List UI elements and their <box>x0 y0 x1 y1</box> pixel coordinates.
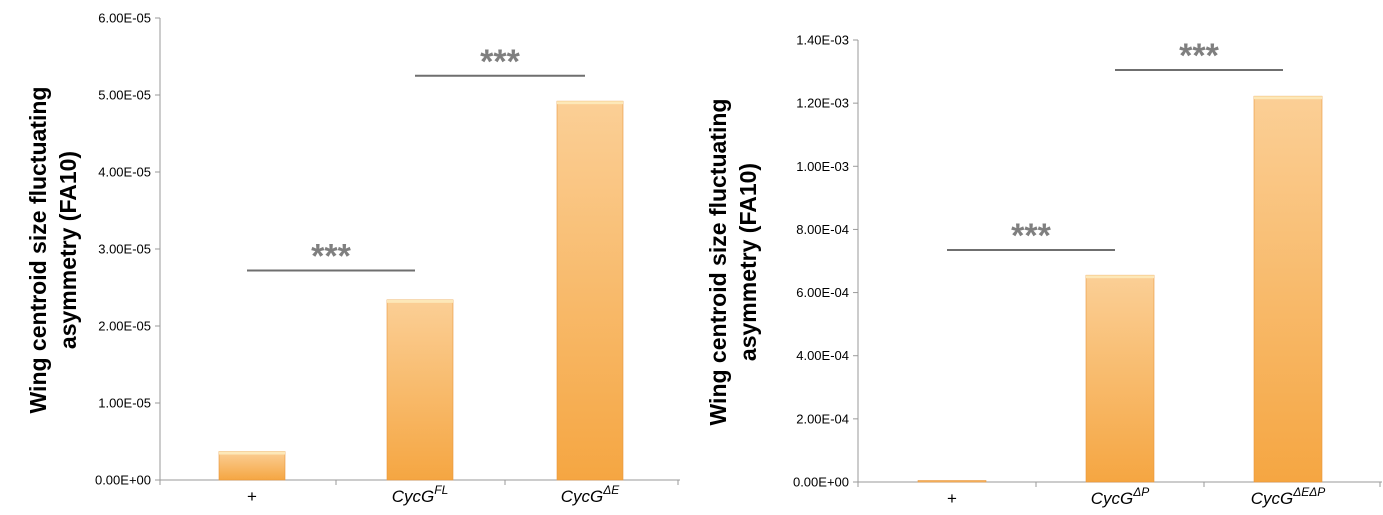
chart-panel-left: 0.00E+00 1.00E-05 2.00E-05 3.00E-05 4.00E-05… <box>0 0 690 515</box>
y-axis-title: Wing centroid size fluctuating <box>25 87 51 414</box>
y-axis-title: asymmetry (FA10) <box>55 151 81 349</box>
y-tick-label: 3.00E-05 <box>98 242 151 257</box>
bar-top-highlight <box>387 299 453 303</box>
bar-top-highlight <box>1254 96 1322 100</box>
y-tick-label: 1.20E-03 <box>796 96 849 111</box>
y-tick-label: 0.00E+00 <box>95 473 151 488</box>
y-tick-label: 2.00E-05 <box>98 319 151 334</box>
bar <box>1253 95 1323 483</box>
significance-label: *** <box>311 238 351 276</box>
x-category-label: + <box>947 489 957 508</box>
x-category-label: + <box>247 487 257 506</box>
bar <box>917 480 987 483</box>
bar <box>386 299 454 481</box>
x-category-label: CycGFL <box>392 483 449 506</box>
bar <box>218 451 286 481</box>
bar-rect <box>1253 95 1323 483</box>
x-category-label: CycGΔE <box>561 483 621 506</box>
y-tick-label: 8.00E-04 <box>796 222 849 237</box>
chart-panel-right: 0.00E+00 2.00E-04 4.00E-04 6.00E-04 8.00E-04… <box>692 0 1382 515</box>
y-tick-label: 4.00E-04 <box>796 348 849 363</box>
chart-right: 0.00E+00 2.00E-04 4.00E-04 6.00E-04 8.00E-04… <box>705 33 1382 508</box>
y-tick-label: 1.00E-03 <box>796 159 849 174</box>
x-category-label: CycGΔEΔP <box>1251 485 1326 508</box>
y-axis-title: Wing centroid size fluctuating <box>705 99 731 426</box>
significance-label: *** <box>1011 217 1051 255</box>
bar-rect <box>1085 274 1155 483</box>
bar-top-highlight <box>557 101 623 105</box>
y-tick-label: 6.00E-05 <box>98 11 151 26</box>
y-tick-label: 1.40E-03 <box>796 33 849 48</box>
bar-rect <box>386 299 454 481</box>
bar <box>556 100 624 481</box>
y-tick-label: 0.00E+00 <box>793 475 849 490</box>
y-tick-label: 2.00E-04 <box>796 411 849 426</box>
y-axis-title: asymmetry (FA10) <box>735 163 761 361</box>
x-category-label: CycGΔP <box>1091 485 1150 508</box>
chart-left: 0.00E+00 1.00E-05 2.00E-05 3.00E-05 4.00E-05… <box>25 11 680 506</box>
y-tick-label: 5.00E-05 <box>98 88 151 103</box>
y-tick-label: 4.00E-05 <box>98 165 151 180</box>
bar-rect <box>556 100 624 481</box>
bar-rect <box>218 451 286 481</box>
bar-top-highlight <box>1086 275 1154 279</box>
bar-rect <box>917 480 987 483</box>
y-tick-label: 1.00E-05 <box>98 396 151 411</box>
significance-label: *** <box>480 43 520 81</box>
bar <box>1085 274 1155 483</box>
significance-label: *** <box>1179 37 1219 75</box>
y-tick-label: 6.00E-04 <box>796 285 849 300</box>
bar-top-highlight <box>219 451 285 455</box>
